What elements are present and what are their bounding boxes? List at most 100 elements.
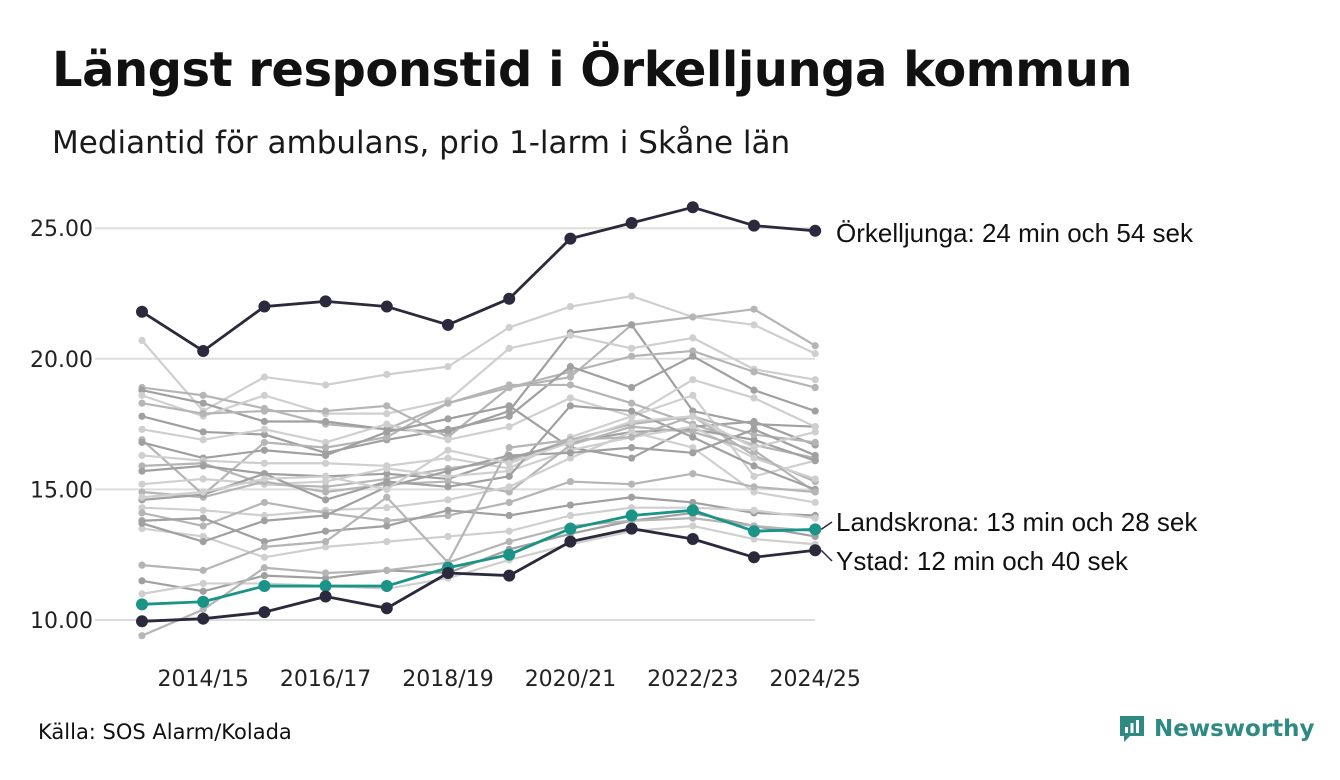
data-point-ystad [503,569,516,582]
background-point [199,428,207,436]
background-point [138,480,146,488]
background-series-line [141,425,816,486]
background-point [199,538,207,546]
background-series-line [141,430,816,517]
background-series [138,391,819,480]
background-point [138,438,146,446]
background-point [199,488,207,496]
background-point [444,472,452,480]
background-point [689,352,697,360]
background-point [628,417,636,426]
background-point [383,402,391,410]
background-series [138,331,819,420]
background-point [138,519,146,527]
background-point [260,425,268,433]
background-point [199,436,207,444]
background-point [689,514,697,522]
x-tick-label: 2024/25 [769,667,860,692]
background-point [750,472,758,480]
background-point [260,538,268,546]
background-point [505,381,513,389]
newsworthy-logo-icon [1120,716,1144,742]
background-point [750,444,758,452]
background-point [505,451,513,460]
background-series-line [141,404,816,501]
background-point [444,446,452,454]
background-point [750,436,758,444]
background-point [383,566,391,574]
background-series [138,402,819,504]
background-point [628,444,636,452]
background-point [628,321,636,329]
background-point [138,493,146,501]
series-landskrona [136,504,822,611]
background-point [689,407,697,415]
background-point [505,323,513,332]
background-point [322,574,330,582]
data-point--rkelljunga [503,292,516,305]
data-point--rkelljunga [748,219,760,232]
data-point-landskrona [197,595,210,608]
background-point [505,402,513,410]
background-point [138,561,146,569]
background-point [138,509,146,517]
chart-title: Längst responstid i Örkelljunga kommun [52,42,1133,98]
background-point [138,399,146,407]
background-point [811,457,819,465]
background-point [260,430,268,439]
background-point [260,517,268,525]
background-point [750,483,758,491]
series-label--rkelljunga: Örkelljunga: 24 min och 54 sek [836,218,1194,248]
background-point [260,417,268,426]
background-point [322,538,330,546]
background-series-line [141,415,816,572]
background-point [505,498,513,507]
background-point [689,428,697,436]
background-point [444,363,452,371]
background-point [322,511,330,520]
background-point [505,459,513,467]
background-point [750,425,758,433]
background-point [444,496,452,504]
background-point [383,493,391,501]
background-series-line [141,295,816,413]
background-point [138,504,146,512]
background-point [566,402,575,410]
background-point [444,425,452,433]
background-point [628,423,636,431]
background-point [689,470,697,478]
background-point [750,454,758,462]
background-point [138,524,146,533]
data-point-landskrona [258,580,271,593]
background-point [811,438,819,446]
x-tick-label: 2022/23 [647,667,738,692]
background-point [811,488,819,496]
data-point-ystad [748,551,760,564]
background-point [199,462,207,470]
series-line-ystad [141,527,816,623]
data-point-ystad [319,590,332,603]
background-point [138,336,146,345]
background-point [811,376,819,384]
background-point [505,472,513,480]
background-point [322,472,330,480]
background-series-line [141,472,816,528]
background-point [322,488,330,496]
background-point [138,632,146,640]
data-point-ystad [258,606,271,619]
background-series-line [141,378,816,444]
background-series [138,425,819,546]
background-point [566,368,575,376]
data-point--rkelljunga [809,224,822,237]
background-point [322,543,330,551]
background-point [138,467,146,475]
background-point [383,538,391,546]
background-point [566,302,575,311]
data-point-landskrona [564,522,577,535]
background-point [444,506,452,514]
background-point [566,449,575,457]
background-point [689,522,697,530]
background-point [322,569,330,577]
y-tick-label: 15.00 [30,478,93,503]
